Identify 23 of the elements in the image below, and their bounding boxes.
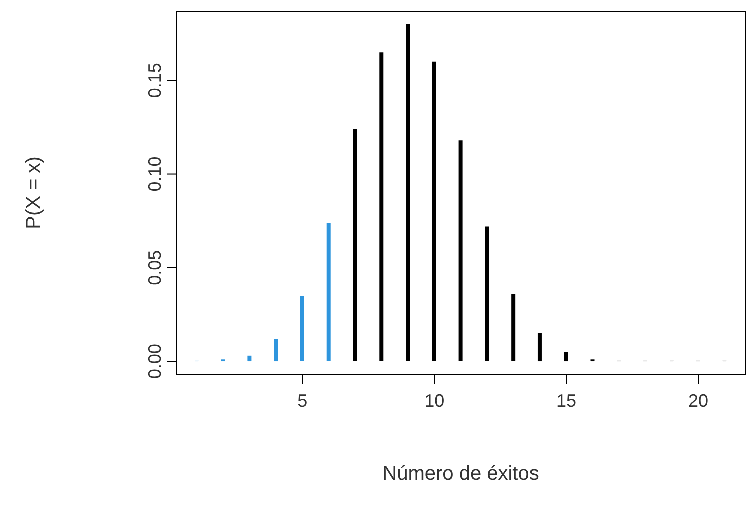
x-axis-title: Número de éxitos [382,463,540,485]
bar [406,24,410,362]
y-tick-label: 0.05 [145,250,165,286]
bar [458,140,463,362]
x-tick-label: 20 [688,390,709,411]
x-tick-label: 10 [424,390,445,411]
y-tick-label: 0.10 [145,156,165,192]
y-tick-label: 0.15 [145,63,165,98]
x-tick-label: 15 [556,390,577,411]
bar [485,226,490,362]
bar [248,356,252,362]
bar [326,222,331,362]
bar [432,62,436,362]
y-axis-title: P(X = x) [23,156,46,230]
bar [274,339,278,362]
x-tick-label: 5 [298,390,308,411]
bar [300,296,304,362]
bar [512,294,516,362]
y-tick-label: 0.00 [145,344,165,380]
bar [380,52,384,362]
bar [538,333,542,362]
bar [353,129,358,362]
bar [564,352,568,362]
